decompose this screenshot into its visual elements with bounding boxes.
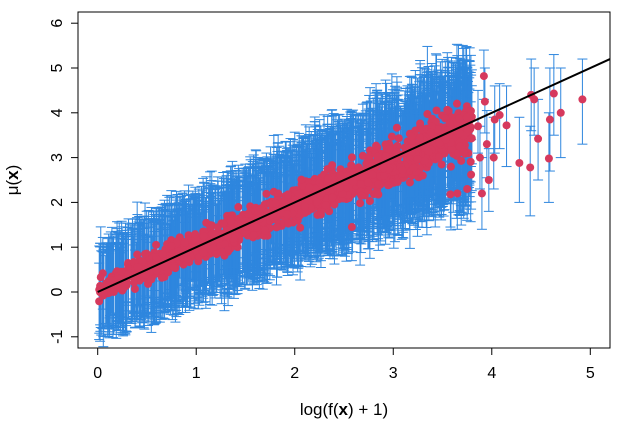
chart: 012345 -10123456 log(f(x) + 1) μ(x) (3, 11, 611, 419)
